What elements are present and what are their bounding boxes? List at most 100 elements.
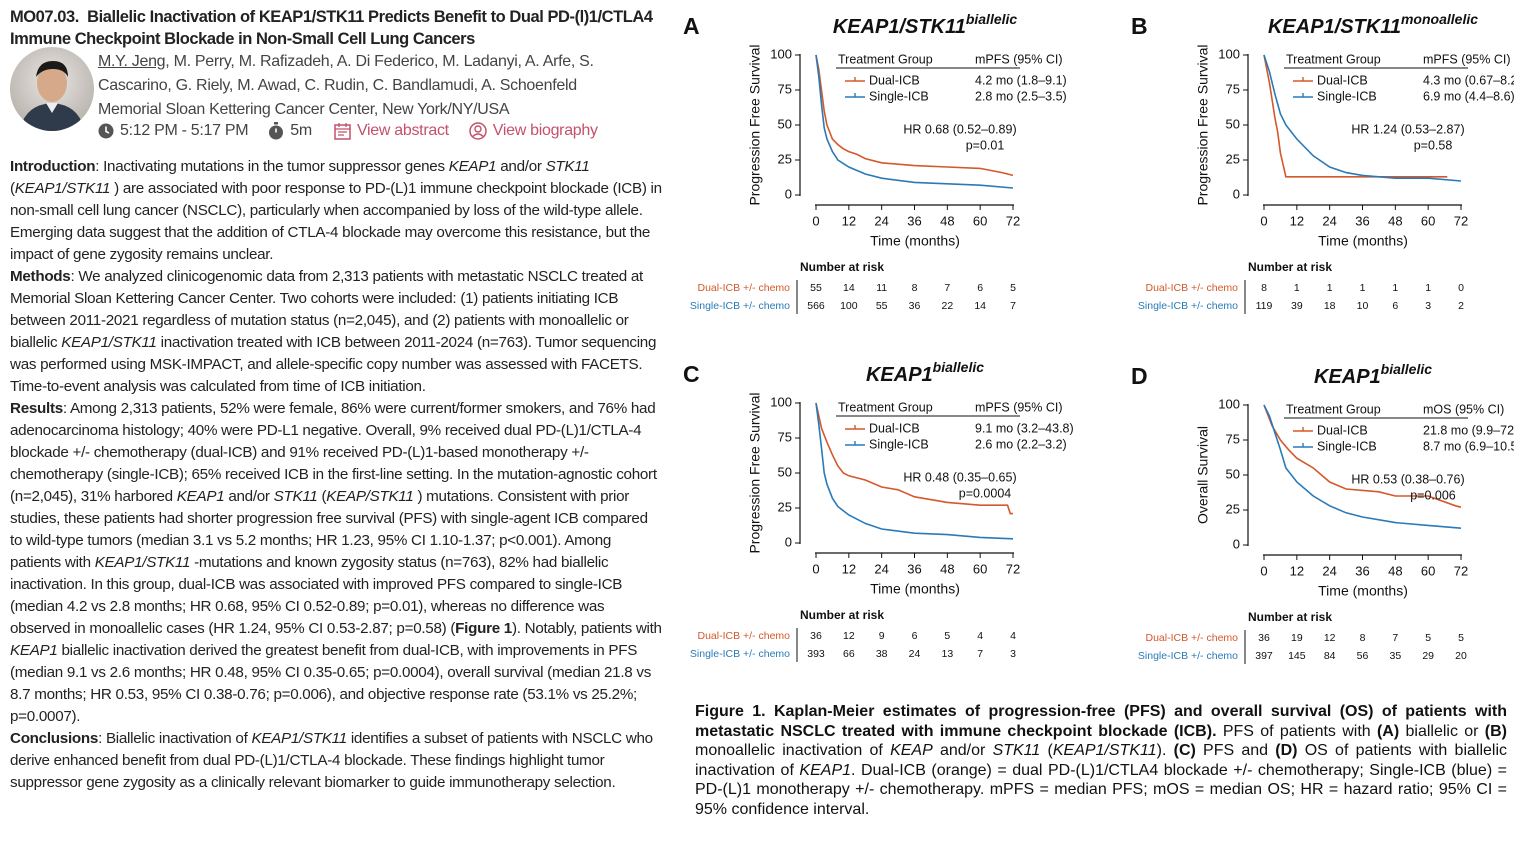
chart-title-superscript: monoallelic [1401, 11, 1478, 27]
x-tick-label: 12 [1290, 213, 1304, 228]
risk-count: 18 [1324, 300, 1336, 312]
view-abstract-link[interactable]: View abstract [356, 122, 449, 139]
caption-run: KEAP [890, 742, 933, 760]
x-tick-label: 48 [1388, 213, 1402, 228]
abstract-paragraph: Conclusions: Biallelic inactivation of K… [10, 728, 662, 794]
x-tick-label: 12 [842, 561, 856, 576]
legend-estimate: 2.6 mo (2.2–3.2) [975, 437, 1067, 451]
risk-count: 39 [1291, 300, 1303, 312]
text-run: ) are associated with poor response to P… [10, 180, 662, 263]
risk-count: 24 [909, 648, 921, 660]
risk-count: 13 [941, 648, 953, 660]
risk-row-label: Single-ICB +/- chemo [1138, 300, 1238, 312]
risk-count: 4 [1010, 630, 1016, 642]
author-list: , M. Perry, M. Rafizadeh, A. Di Federico… [98, 53, 594, 94]
y-tick-label: 0 [1233, 186, 1240, 201]
risk-count: 12 [1324, 632, 1336, 644]
abstract-paragraph: Results: Among 2,313 patients, 52% were … [10, 398, 662, 728]
caption-run: PFS and [1195, 742, 1276, 760]
panel-label: B [1131, 13, 1148, 39]
risk-count: 10 [1357, 300, 1369, 312]
x-tick-label: 24 [1322, 563, 1336, 578]
survival-curve [815, 54, 1014, 189]
y-tick-label: 0 [785, 186, 792, 201]
x-tick-label: 0 [1260, 563, 1267, 578]
risk-count: 566 [807, 300, 825, 312]
risk-row-label: Dual-ICB +/- chemo [698, 282, 791, 294]
abstract-title-text: Biallelic Inactivation of KEAP1/STK11 Pr… [10, 8, 653, 48]
text-run: ). Notably, patients with [511, 620, 662, 637]
risk-row-label: Single-ICB +/- chemo [1138, 650, 1238, 662]
risk-count: 19 [1291, 632, 1303, 644]
risk-count: 397 [1255, 650, 1273, 662]
abstract-title: MO07.03. Biallelic Inactivation of KEAP1… [10, 6, 665, 50]
survival-curve [1263, 54, 1462, 182]
risk-row-label: Single-ICB +/- chemo [690, 300, 790, 312]
x-tick-label: 24 [874, 561, 888, 576]
x-tick-label: 36 [1355, 213, 1369, 228]
text-run: Introduction [10, 158, 96, 175]
risk-count: 5 [944, 630, 950, 642]
legend-estimate: 8.7 mo (6.9–10.5) [1423, 439, 1514, 453]
chart-title: KEAP1/STK11biallelic [833, 11, 1018, 39]
y-axis-label: Progression Free Survival [1195, 44, 1211, 205]
risk-count: 6 [977, 282, 983, 294]
x-tick-label: 12 [1290, 563, 1304, 578]
y-tick-label: 0 [1233, 536, 1240, 551]
abstract-icon [334, 122, 351, 140]
legend-label: Single-ICB [1317, 89, 1377, 103]
x-tick-label: 72 [1454, 213, 1468, 228]
legend-estimate: 6.9 mo (4.4–8.6) [1423, 89, 1514, 103]
risk-count: 145 [1288, 650, 1306, 662]
panel-label: D [1131, 363, 1148, 389]
legend-label: Dual-ICB [1317, 73, 1368, 87]
risk-count: 1 [1392, 282, 1398, 294]
x-tick-label: 72 [1006, 561, 1020, 576]
risk-table-title: Number at risk [800, 260, 884, 274]
risk-count: 7 [1010, 300, 1016, 312]
risk-count: 4 [977, 630, 983, 642]
chart-title-main: KEAP1/STK11 [833, 16, 966, 38]
survival-curve [1263, 404, 1462, 508]
x-tick-label: 72 [1454, 563, 1468, 578]
chart-title: KEAP1biallelic [866, 359, 984, 387]
view-biography-link[interactable]: View biography [492, 122, 598, 139]
caption-run: (C) [1173, 742, 1196, 760]
chart-title: KEAP1biallelic [1314, 361, 1432, 389]
p-value: p=0.01 [966, 138, 1005, 152]
survival-curve [815, 402, 1013, 515]
presenter-photo [10, 47, 94, 131]
y-tick-label: 75 [1226, 81, 1240, 96]
text-run: : Among 2,313 patients, 52% were female,… [10, 400, 657, 505]
risk-table-title: Number at risk [800, 608, 884, 622]
text-run: ( [10, 180, 15, 197]
x-axis-label: Time (months) [870, 581, 960, 597]
legend-label: Single-ICB [1317, 439, 1377, 453]
text-run: and/or [224, 488, 274, 505]
p-value: p=0.58 [1414, 138, 1453, 152]
chart-title-main: KEAP1 [866, 364, 933, 386]
legend-label: Dual-ICB [869, 421, 920, 435]
y-tick-label: 75 [778, 429, 792, 444]
hazard-ratio: HR 0.68 (0.52–0.89) [903, 122, 1016, 136]
risk-count: 8 [912, 282, 918, 294]
p-value: p=0.0004 [959, 486, 1012, 500]
text-run: -mutations and known zygosity status (n=… [10, 554, 623, 637]
chart-title: KEAP1/STK11monoallelic [1268, 11, 1478, 39]
legend-estimate: 2.8 mo (2.5–3.5) [975, 89, 1067, 103]
risk-count: 84 [1324, 650, 1336, 662]
session-meta: 5:12 PM - 5:17 PM 5m View abstract View … [98, 122, 663, 140]
legend-label: Single-ICB [869, 437, 929, 451]
survival-curve [1263, 404, 1462, 529]
biography-icon [469, 122, 487, 140]
risk-count: 9 [879, 630, 885, 642]
risk-count: 36 [1258, 632, 1270, 644]
risk-count: 14 [843, 282, 855, 294]
risk-row-label: Dual-ICB +/- chemo [698, 630, 791, 642]
risk-count: 6 [912, 630, 918, 642]
text-run: KEAP1/STK11 [14, 180, 111, 197]
risk-count: 56 [1357, 650, 1369, 662]
y-tick-label: 25 [1226, 151, 1240, 166]
hazard-ratio: HR 0.53 (0.38–0.76) [1351, 472, 1464, 486]
